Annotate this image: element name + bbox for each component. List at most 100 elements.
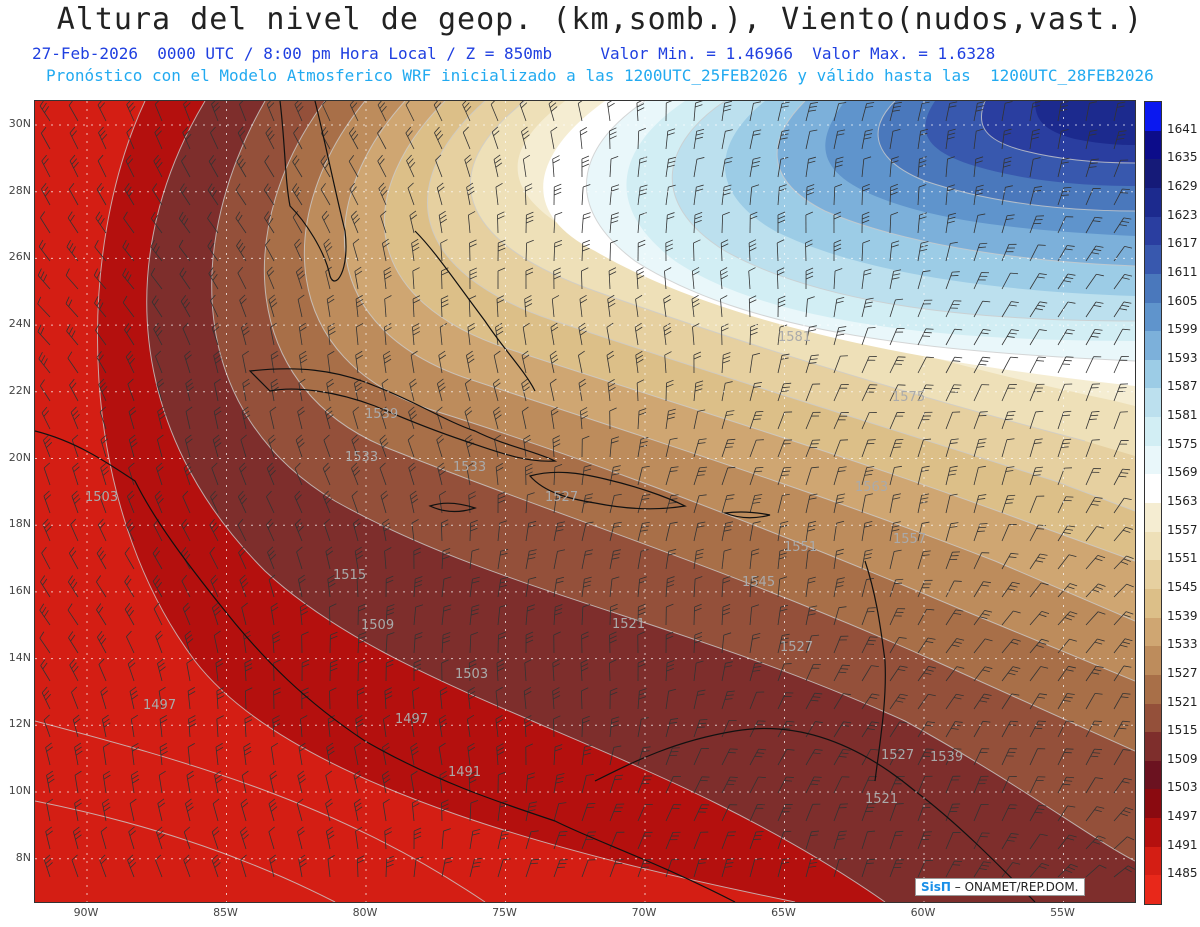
wind-barb [665, 212, 675, 234]
wind-barb [889, 327, 905, 346]
wind-barb [945, 551, 961, 570]
map-panel[interactable]: 1503 1515 1509 1503 1497 1497 1491 1521 1527 1533… [34, 100, 1136, 903]
wind-barb [1001, 128, 1012, 150]
wind-barb [945, 356, 963, 374]
wind-barb [353, 798, 363, 822]
wind-barb [1113, 356, 1129, 374]
wind-barb [721, 776, 738, 794]
wind-barb [609, 184, 620, 206]
wind-barb [1029, 495, 1045, 514]
wind-barb [156, 826, 165, 850]
wind-barb [239, 462, 247, 486]
wind-barb [553, 463, 563, 486]
wind-barb [441, 548, 451, 570]
wind-barb [635, 350, 644, 374]
map-title: Altura del nivel de geop. (km,somb.), Vi… [56, 2, 1144, 37]
wind-barb [469, 604, 480, 626]
wind-barb [327, 322, 336, 346]
wind-barb [945, 580, 962, 598]
wind-barb [357, 659, 366, 682]
wind-barb [207, 239, 219, 262]
wind-barb [298, 854, 307, 878]
wind-barb [385, 659, 394, 682]
florida-coast [279, 101, 347, 282]
wind-barb [462, 101, 472, 122]
wind-barb [861, 466, 875, 486]
contour-label: 1509 [361, 618, 394, 633]
wind-barb [182, 322, 191, 346]
wind-barb [322, 490, 332, 514]
wind-barb [209, 294, 219, 318]
wind-barb [324, 406, 334, 430]
wind-barb [833, 606, 847, 626]
wind-barb [1113, 159, 1129, 178]
wind-barb [777, 211, 786, 234]
wind-barb [637, 465, 650, 486]
wind-barb [721, 661, 733, 682]
wind-barb [917, 101, 930, 122]
wind-barb [292, 211, 303, 234]
wind-barb [323, 518, 331, 542]
legend-value-label: 1599 [1167, 322, 1198, 337]
wind-barb [181, 574, 191, 598]
wind-barb [917, 241, 929, 262]
wind-barb [945, 438, 959, 458]
wind-barb [945, 271, 960, 290]
wind-barb [298, 574, 306, 598]
wind-barb [43, 854, 53, 878]
wind-barb [1085, 439, 1100, 458]
wind-barb [464, 154, 472, 178]
wind-barb [693, 380, 704, 402]
wind-barb [357, 632, 367, 654]
wind-barb [150, 239, 163, 262]
wind-barb [833, 721, 852, 738]
wind-barb [1113, 555, 1134, 570]
wind-barb [159, 715, 168, 738]
wind-barb [354, 546, 364, 570]
wind-barb [720, 267, 729, 290]
wind-barb [553, 773, 565, 794]
wind-barb [525, 267, 534, 290]
wind-barb [637, 631, 645, 654]
wind-barb [209, 546, 219, 570]
wind-barb [665, 437, 678, 458]
wind-barb [553, 521, 566, 542]
wind-barb [497, 548, 509, 570]
geopotential-map[interactable]: 1503 1515 1509 1503 1497 1497 1491 1521 1527 1533… [35, 101, 1135, 902]
wind-barb [553, 744, 563, 766]
wind-barb [270, 602, 279, 626]
wind-barb [209, 518, 219, 542]
credit-box[interactable]: SisΠ – ONAMET/REP.DOM. [915, 878, 1085, 896]
wind-barb [693, 831, 709, 850]
wind-barb [553, 831, 568, 850]
wind-barb [1001, 101, 1013, 122]
wind-barb [553, 802, 567, 822]
wind-barb [917, 411, 933, 430]
wind-barb [581, 802, 596, 822]
wind-barb [973, 748, 990, 766]
wind-barb [973, 272, 990, 290]
wind-barb [973, 300, 991, 318]
wind-barb [522, 322, 530, 346]
wind-barb [749, 211, 758, 234]
wind-barb [151, 295, 163, 318]
wind-barb [861, 412, 877, 430]
wind-barb [495, 322, 504, 346]
wind-barb [384, 547, 392, 570]
wind-barb [326, 294, 335, 318]
wind-barb [861, 239, 871, 262]
wind-barb [40, 211, 51, 234]
wind-barb [94, 296, 107, 318]
wind-barb [269, 406, 277, 430]
wind-barb [71, 686, 79, 710]
wind-barb [973, 156, 984, 178]
wind-barb [210, 574, 219, 598]
wind-barb [861, 858, 876, 878]
wind-barb [381, 378, 389, 402]
wind-barb [1029, 804, 1047, 822]
legend-value-label: 1497 [1167, 809, 1198, 824]
wind-barb [1113, 807, 1134, 822]
wind-barb [637, 212, 647, 234]
wind-barb [721, 831, 736, 850]
wind-barb [123, 211, 135, 234]
